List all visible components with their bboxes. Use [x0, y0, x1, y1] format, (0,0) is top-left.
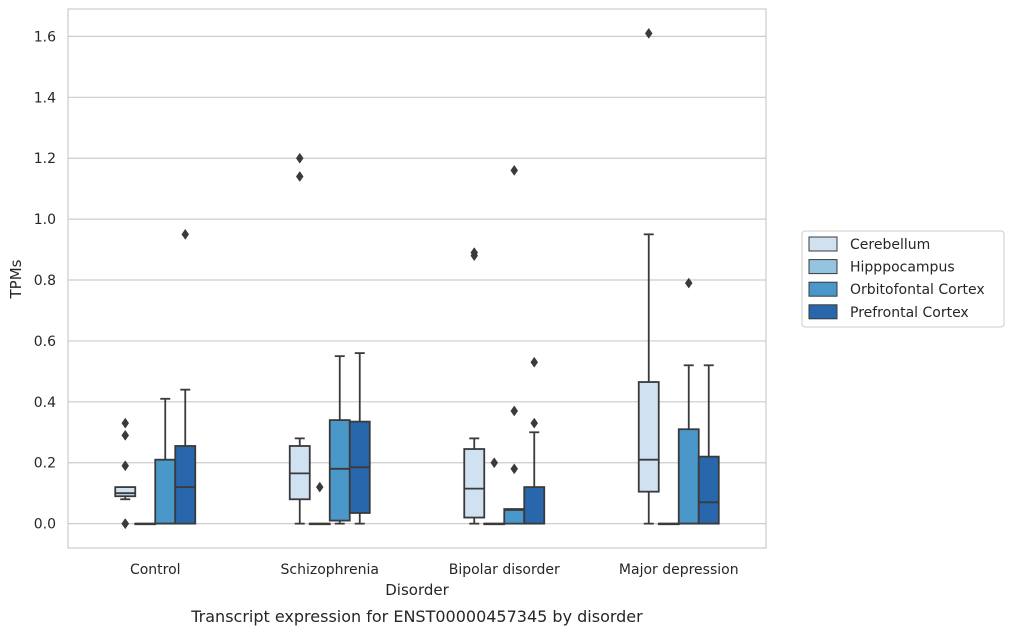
y-tick-label: 1.0 [34, 212, 56, 228]
outlier-point [295, 152, 304, 164]
box [174, 445, 197, 525]
box-0-0 [114, 417, 137, 530]
box-plot-series [114, 27, 720, 530]
legend: Cerebellum Hipppocampus Orbitofontal Corte… [801, 230, 1005, 328]
box [523, 486, 546, 525]
outlier-point [644, 27, 653, 39]
y-tick-label: 0.6 [34, 334, 56, 350]
box-2-3 [677, 277, 700, 525]
box [677, 428, 700, 525]
x-tick-label: Major depression [619, 562, 739, 578]
outlier-point [510, 463, 519, 475]
box-1-2 [483, 457, 506, 526]
y-tick-label: 1.6 [34, 29, 56, 45]
outlier-point [510, 164, 519, 176]
box [328, 419, 351, 522]
y-tick-labels: 0.0 0.2 0.4 0.6 0.8 1.0 1.2 1.4 1.6 [34, 29, 56, 532]
legend-swatch [808, 236, 838, 252]
box-2-0 [154, 397, 177, 525]
outlier-point [490, 457, 499, 469]
y-tick-label: 0.0 [34, 517, 56, 533]
legend-frame [801, 230, 1005, 328]
box-1-1 [308, 481, 331, 526]
x-tick-label: Control [130, 562, 181, 578]
x-axis-label: Disorder [385, 581, 449, 599]
outlier-point [295, 171, 304, 182]
box [154, 458, 177, 525]
outlier-point [121, 460, 130, 472]
box [637, 381, 660, 493]
box-0-1 [288, 152, 311, 525]
box-2-2 [503, 164, 526, 525]
y-tick-label: 1.4 [34, 90, 56, 106]
box-2-1 [328, 355, 351, 525]
outlier-point [470, 250, 479, 262]
y-tick-label: 0.4 [34, 395, 56, 411]
outlier-point [121, 518, 130, 530]
box-3-3 [697, 364, 720, 525]
outlier-point [121, 417, 130, 429]
box-0-3 [637, 27, 660, 525]
outlier-point [510, 405, 519, 417]
box-0-2 [463, 247, 486, 525]
box [114, 486, 137, 498]
legend-label: Cerebellum [850, 237, 930, 253]
box [503, 508, 526, 525]
outlier-point [181, 228, 190, 240]
outlier-point [121, 429, 130, 441]
box [463, 448, 486, 519]
legend-label: Hipppocampus [850, 260, 955, 276]
legend-swatch [808, 259, 838, 275]
box-3-1 [348, 352, 371, 525]
figure-caption: Transcript expression for ENST0000045734… [190, 607, 643, 626]
legend-swatch [808, 304, 838, 320]
box [697, 455, 720, 525]
box-1-0 [134, 522, 157, 526]
y-tick-label: 0.2 [34, 456, 56, 472]
plot-frame [67, 8, 767, 549]
x-tick-labels: Control Schizophrenia Bipolar disorder Majo… [130, 562, 739, 578]
outlier-point [530, 356, 539, 368]
x-tick-label: Bipolar disorder [449, 562, 560, 578]
y-tick-label: 0.8 [34, 273, 56, 289]
box-1-3 [657, 522, 680, 526]
box-3-2 [523, 356, 546, 525]
legend-label: Prefrontal Cortex [850, 305, 969, 321]
y-axis-label: TPMs [7, 259, 25, 299]
outlier-point [315, 481, 324, 493]
legend-label: Orbitofontal Cortex [850, 282, 985, 298]
x-tick-label: Schizophrenia [281, 562, 379, 578]
y-tick-label: 1.2 [34, 151, 56, 167]
box-3-0 [174, 228, 197, 525]
outlier-point [684, 277, 693, 289]
outlier-point [530, 417, 539, 429]
legend-swatch [808, 281, 838, 297]
grid-lines [68, 35, 766, 525]
